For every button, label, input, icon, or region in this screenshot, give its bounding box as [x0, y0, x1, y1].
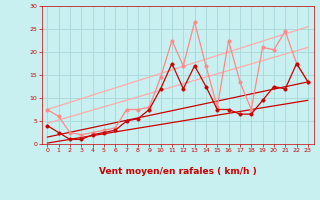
X-axis label: Vent moyen/en rafales ( km/h ): Vent moyen/en rafales ( km/h ) — [99, 167, 256, 176]
